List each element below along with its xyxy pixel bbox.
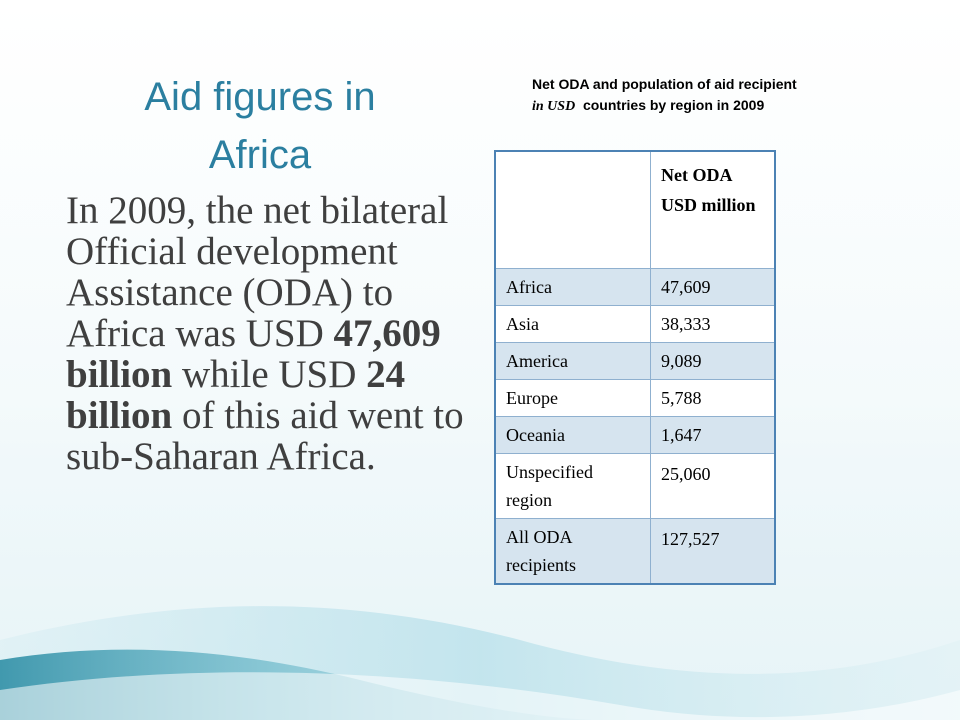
caption-italic: in USD bbox=[532, 99, 576, 114]
region-cell: Unspecified region bbox=[494, 453, 651, 519]
region-cell: Asia bbox=[494, 305, 651, 343]
region-cell: Oceania bbox=[494, 416, 651, 454]
region-cell: Africa bbox=[494, 268, 651, 306]
oda-table: Net ODA USD million Africa 47,609 Asia 3… bbox=[494, 150, 776, 585]
caption-line: in USD countries by region in 2009 bbox=[532, 95, 932, 117]
table-row: America 9,089 bbox=[494, 342, 776, 380]
table-row: Oceania 1,647 bbox=[494, 416, 776, 454]
body-bold-figure: 24 billion bbox=[66, 353, 406, 437]
table-row: Asia 38,333 bbox=[494, 305, 776, 343]
table-header-cell bbox=[494, 150, 651, 269]
body-paragraph: In 2009, the net bilateral Official deve… bbox=[66, 190, 466, 477]
table-row: Europe 5,788 bbox=[494, 379, 776, 417]
value-cell: 127,527 bbox=[650, 518, 776, 585]
value-cell: 9,089 bbox=[650, 342, 776, 380]
caption-line: Net ODA and population of aid recipient bbox=[532, 76, 797, 92]
body-text-part: of this aid went to sub-Saharan Africa. bbox=[66, 394, 464, 478]
value-cell: 38,333 bbox=[650, 305, 776, 343]
table-row: Africa 47,609 bbox=[494, 268, 776, 306]
region-cell: All ODA recipients bbox=[494, 518, 651, 585]
region-cell: Europe bbox=[494, 379, 651, 417]
table-caption: Net ODA and population of aid recipient … bbox=[532, 74, 932, 117]
table-row: All ODA recipients 127,527 bbox=[494, 518, 776, 585]
body-bold-figure: 47,609 billion bbox=[66, 312, 441, 396]
table-header-cell: Net ODA USD million bbox=[650, 150, 776, 269]
value-cell: 25,060 bbox=[650, 453, 776, 519]
value-cell: 5,788 bbox=[650, 379, 776, 417]
caption-text: countries by region in 2009 bbox=[575, 97, 765, 113]
body-text-part: In 2009, the net bilateral Official deve… bbox=[66, 189, 449, 355]
value-cell: 1,647 bbox=[650, 416, 776, 454]
table-header-row: Net ODA USD million bbox=[494, 150, 776, 269]
value-cell: 47,609 bbox=[650, 268, 776, 306]
region-cell: America bbox=[494, 342, 651, 380]
table-row: Unspecified region 25,060 bbox=[494, 453, 776, 519]
slide-title: Aid figures in Africa bbox=[144, 75, 376, 177]
body-text-part: while USD bbox=[172, 353, 367, 396]
